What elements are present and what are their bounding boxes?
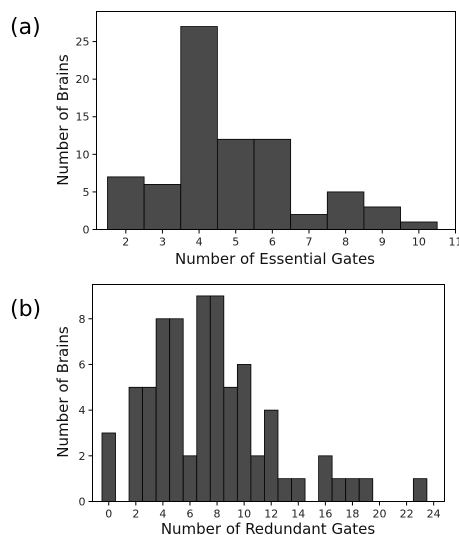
panel-a-x-tick-label: 3 — [159, 236, 166, 249]
panel-b-bar — [142, 386, 157, 502]
panel-b-plot-frame — [92, 284, 445, 502]
panel-a-bar — [107, 176, 145, 230]
panel-a-x-ticks: 2 3 4 5 6 7 8 9 10 11 — [122, 229, 459, 249]
panel-a-bar — [290, 214, 328, 230]
panel-b-bar — [236, 364, 252, 502]
panel-b-x-tick-label: 8 — [214, 508, 221, 521]
panel-b-bar — [209, 295, 225, 502]
panel-a-bar — [253, 138, 292, 230]
panel-b-x-tick-label: 24 — [427, 508, 441, 521]
panel-a-x-tick-label: 8 — [342, 236, 349, 249]
panel-b-bar — [155, 318, 171, 502]
panel-b-bar — [358, 478, 374, 502]
panel-a-bar — [180, 26, 218, 230]
panel-a-x-tick-label: 4 — [196, 236, 203, 249]
panel-b-x-ticks: 0 2 4 6 8 10 12 14 16 18 20 22 24 — [105, 501, 441, 521]
panel-b-y-tick-label: 8 — [79, 313, 86, 326]
panel-b-x-tick-label: 20 — [373, 508, 387, 521]
panel-a-bar — [400, 221, 438, 230]
panel-b-bar — [331, 478, 347, 502]
panel-a-bar — [216, 138, 255, 230]
panel-a-x-tick-label: 9 — [379, 236, 386, 249]
panel-b-bar — [291, 478, 306, 502]
panel-b-x-tick-label: 16 — [318, 508, 332, 521]
panel-b-x-tick-label: 10 — [237, 508, 251, 521]
panel-b-x-tick-label: 6 — [186, 508, 193, 521]
panel-b-y-ticks: 0 2 4 6 8 — [79, 313, 93, 509]
panel-a-x-axis-label: Number of Essential Gates — [175, 250, 375, 268]
panel-b-bar — [169, 318, 184, 502]
panel-a-y-tick-label: 15 — [76, 111, 90, 124]
panel-b-y-tick-label: 6 — [79, 358, 86, 371]
panel-b-bar — [318, 455, 333, 502]
panel-a-bar — [326, 191, 365, 230]
panel-b-x-axis-label: Number of Redundant Gates — [161, 520, 376, 535]
panel-b-y-axis-label: Number of Brains — [54, 326, 72, 458]
panel-b-bar — [264, 409, 279, 502]
panel-b-bar — [250, 455, 265, 502]
panel-b-x-tick-label: 18 — [345, 508, 359, 521]
panel-b-y-tick-label: 0 — [79, 496, 86, 509]
panel-b-bar — [412, 478, 428, 502]
panel-b-bar — [345, 478, 360, 502]
panel-b-bar — [128, 386, 143, 502]
panel-b-x-tick-label: 2 — [132, 508, 139, 521]
panel-a-label: (a) — [10, 15, 41, 40]
panel-a-y-tick-label: 10 — [76, 148, 90, 161]
panel-b-x-tick-label: 12 — [264, 508, 278, 521]
panel-a-y-ticks: 0 5 10 15 20 25 — [76, 36, 97, 237]
panel-a-x-tick-label: 7 — [305, 236, 312, 249]
panel-b-bar — [223, 386, 238, 502]
panel-b-bar — [182, 455, 198, 502]
panel-b-x-tick-label: 0 — [105, 508, 112, 521]
panel-b-label: (b) — [10, 297, 41, 322]
panel-a-bar — [143, 183, 182, 230]
panel-b-x-tick-label: 22 — [400, 508, 414, 521]
panel-a-y-tick-label: 25 — [76, 36, 90, 49]
panel-a-y-axis-label: Number of Brains — [54, 54, 72, 186]
panel-a-x-tick-label: 2 — [122, 236, 129, 249]
panel-b-y-tick-label: 2 — [79, 450, 86, 463]
panel-b-bars — [101, 295, 428, 502]
panel-b-bar — [196, 295, 211, 502]
panel-a-x-tick-label: 11 — [449, 236, 459, 249]
panel-b-bar — [277, 478, 292, 502]
panel-a-y-tick-label: 0 — [83, 224, 90, 237]
panel-b-x-tick-label: 4 — [159, 508, 166, 521]
panel-b-x-tick-label: 14 — [291, 508, 305, 521]
panel-a-bars — [107, 26, 438, 230]
panel-a-plot-frame — [96, 11, 456, 230]
panel-a: (a) 2 3 4 5 6 7 8 9 10 11 0 5 10 15 20 25 Number of Es… — [10, 11, 459, 268]
panel-a-y-tick-label: 5 — [83, 186, 90, 199]
panel-a-x-tick-label: 6 — [269, 236, 276, 249]
panel-a-x-tick-label: 5 — [232, 236, 239, 249]
panel-a-y-tick-label: 20 — [76, 73, 90, 86]
panel-a-x-tick-label: 10 — [412, 236, 426, 249]
panel-b-bar — [101, 432, 116, 502]
panel-a-bar — [363, 206, 401, 230]
panel-b-y-tick-label: 4 — [79, 404, 86, 417]
